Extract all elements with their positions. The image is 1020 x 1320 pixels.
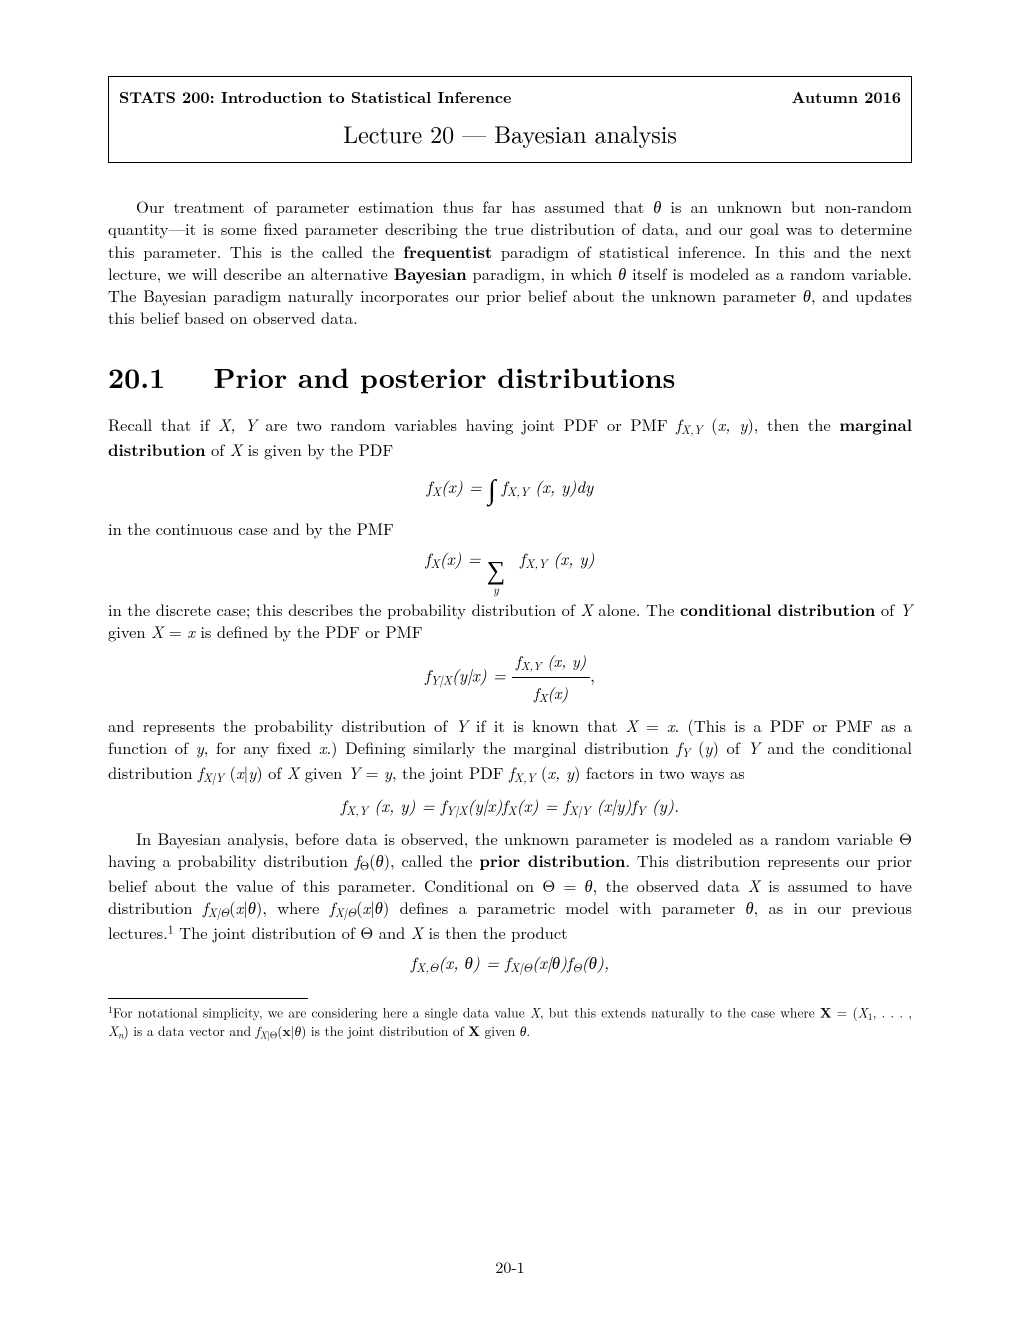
footnote-rule xyxy=(108,998,308,999)
paragraph-5: In Bayesian analysis, before data is obs… xyxy=(108,827,912,944)
section-number: 20.1 xyxy=(108,357,165,397)
footnote-1: 1For notational simplicity, we are consi… xyxy=(108,1003,912,1041)
course-name: STATS 200: Introduction to Statistical I… xyxy=(119,85,511,108)
header-line: STATS 200: Introduction to Statistical I… xyxy=(119,85,901,108)
equation-marginal-continuous: fX(x) = ∫ fX,Y (x, y)dy xyxy=(108,466,912,511)
section-title: Prior and posterior distributions xyxy=(214,357,676,397)
equation-marginal-discrete: fX(x) = ∑y fX,Y (x, y) xyxy=(108,545,912,590)
page: STATS 200: Introduction to Statistical I… xyxy=(0,0,1020,1320)
paragraph-1: Recall that if X, Y are two random varia… xyxy=(108,413,912,460)
intro-paragraph: Our treatment of parameter estimation th… xyxy=(108,195,912,329)
term: Autumn 2016 xyxy=(792,85,901,108)
page-number: 20-1 xyxy=(495,1255,524,1278)
header-box: STATS 200: Introduction to Statistical I… xyxy=(108,76,912,163)
equation-conditional: fY|X(y|x) = fX,Y (x, y) fX(x) , xyxy=(108,648,912,708)
paragraph-3: in the discrete case; this describes the… xyxy=(108,598,912,643)
equation-joint: fX,Θ(x, θ) = fX|Θ(x|θ)fΘ(θ), xyxy=(108,949,912,978)
equation-factorization: fX,Y (x, y) = fY|X(y|x)fX(x) = fX|Y (x|y… xyxy=(108,792,912,821)
lecture-title: Lecture 20 — Bayesian analysis xyxy=(119,116,901,150)
paragraph-2: in the continuous case and by the PMF xyxy=(108,517,912,539)
paragraph-4: and represents the probability distribut… xyxy=(108,714,912,786)
section-heading: 20.1 Prior and posterior distributions xyxy=(108,357,912,397)
